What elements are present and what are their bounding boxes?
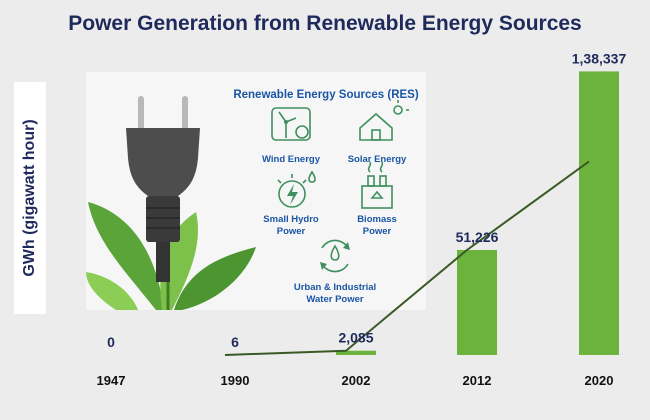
res-item-label: Power	[277, 226, 306, 237]
res-item-label: Power	[363, 226, 392, 237]
hydro-power-icon	[277, 170, 316, 208]
res-item-label: Wind Energy	[262, 154, 321, 165]
res-item-label: Small Hydro	[263, 214, 319, 225]
recycle-water-icon	[320, 239, 350, 273]
chart-title: Power Generation from Renewable Energy S…	[68, 12, 582, 35]
res-heading: Renewable Energy Sources (RES)	[233, 89, 419, 101]
x-tick-label-1947: 1947	[97, 373, 126, 388]
trend-line	[224, 160, 590, 356]
x-tick-labels-group: 1947 1990 2002 2012 2020	[97, 373, 614, 388]
value-label-1990: 6	[231, 334, 239, 350]
value-label-2020: 1,38,337	[572, 50, 627, 66]
value-label-2002: 2,085	[338, 330, 373, 346]
bars-group	[336, 71, 619, 355]
res-item-label: Water Power	[306, 294, 363, 305]
solar-house-icon	[359, 100, 409, 141]
value-label-2012: 51,226	[456, 229, 499, 245]
illustration-panel: Renewable Energy Sources (RES) Wind Ener…	[86, 72, 426, 310]
res-item-label: Urban & Industrial	[294, 282, 376, 293]
x-tick-label-2002: 2002	[342, 373, 371, 388]
res-item-label: Biomass	[357, 214, 397, 225]
x-tick-label-2012: 2012	[463, 373, 492, 388]
illustration-graphic: Renewable Energy Sources (RES) Wind Ener…	[86, 89, 419, 310]
bar-2002	[336, 350, 376, 355]
value-labels-group: 0 6 2,085 51,226 1,38,337	[107, 50, 626, 350]
biomass-factory-icon	[361, 161, 393, 209]
y-axis-label-box: GWh (gigawatt hour)	[14, 82, 46, 314]
x-tick-label-2020: 2020	[585, 373, 614, 388]
res-item-label: Solar Energy	[348, 154, 407, 165]
bar-2020	[579, 71, 619, 355]
bar-2012	[457, 249, 497, 355]
x-tick-label-1990: 1990	[221, 373, 250, 388]
electric-plug-image	[126, 96, 200, 282]
wind-turbine-icon	[271, 107, 311, 141]
value-label-1947: 0	[107, 334, 115, 350]
